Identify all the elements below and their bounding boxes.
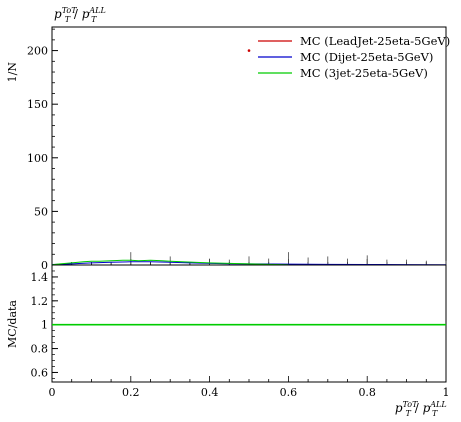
ratio-plot-frame [51, 264, 447, 383]
ratio-x-tick-label: 0.2 [122, 386, 140, 399]
chart-title: pToT T / pALL T [54, 6, 105, 24]
legend-label: MC (3jet-25eta-5GeV) [300, 66, 428, 80]
x-axis-label: pToT T / pALL T [395, 400, 446, 418]
ratio-y-tick-label: 0.8 [31, 343, 49, 356]
series-line [51, 261, 447, 266]
ratio-x-tick-label: 1 [443, 386, 450, 399]
ratio-x-tick-label: 0.4 [201, 386, 219, 399]
legend-label: MC (LeadJet-25eta-5GeV) [300, 34, 450, 48]
series-line [51, 259, 289, 266]
ratio-y-tick-label: 1.2 [31, 295, 49, 308]
main-y-axis: 0 50 100 150 200 [27, 28, 58, 272]
error-bars [130, 252, 447, 265]
main-y-tick-label: 50 [34, 205, 48, 218]
main-y-tick-label: 0 [41, 259, 48, 272]
ratio-x-tick-label: 0.6 [280, 386, 298, 399]
main-y-label: 1/N [6, 62, 19, 83]
ratio-y-tick-label: 1 [41, 319, 48, 332]
ratio-x-tick-label: 0.8 [358, 386, 376, 399]
ratio-y-tick-label: 0.6 [31, 366, 49, 379]
main-y-tick-label: 100 [27, 152, 48, 165]
main-y-tick-label: 200 [27, 45, 48, 58]
ratio-y-axis: 0.6 0.8 1 1.2 1.4 [31, 270, 58, 379]
legend-label: MC (Dijet-25eta-5GeV) [300, 50, 433, 64]
main-y-tick-label: 150 [27, 98, 48, 111]
ratio-x-axis: 0 0.2 0.4 0.6 0.8 1 [49, 376, 450, 399]
ratio-x-tick-label: 0 [49, 386, 56, 399]
ratio-y-label: MC/data [6, 300, 19, 348]
legend: MC (LeadJet-25eta-5GeV) MC (Dijet-25eta-5… [258, 34, 450, 80]
main-series [51, 49, 447, 266]
series-point [247, 49, 251, 52]
ratio-y-tick-label: 1.4 [31, 271, 49, 284]
